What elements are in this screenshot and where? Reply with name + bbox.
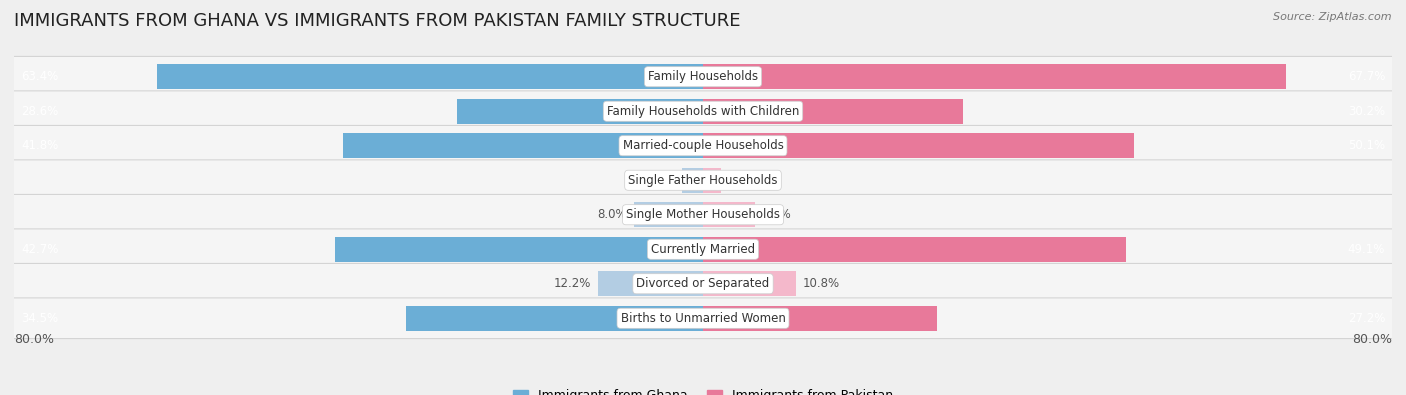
Text: Single Father Households: Single Father Households (628, 174, 778, 187)
Text: 34.5%: 34.5% (21, 312, 58, 325)
Bar (703, 99, 963, 124)
Text: Family Households: Family Households (648, 70, 758, 83)
Text: 80.0%: 80.0% (14, 333, 53, 346)
Text: 28.6%: 28.6% (21, 105, 58, 118)
FancyBboxPatch shape (8, 194, 1398, 235)
Text: 41.8%: 41.8% (21, 139, 58, 152)
Bar (703, 168, 721, 193)
Bar (157, 64, 703, 89)
FancyBboxPatch shape (8, 229, 1398, 270)
Text: Births to Unmarried Women: Births to Unmarried Women (620, 312, 786, 325)
Bar (682, 168, 703, 193)
Text: Married-couple Households: Married-couple Households (623, 139, 783, 152)
Text: 6.0%: 6.0% (762, 208, 792, 221)
Text: IMMIGRANTS FROM GHANA VS IMMIGRANTS FROM PAKISTAN FAMILY STRUCTURE: IMMIGRANTS FROM GHANA VS IMMIGRANTS FROM… (14, 12, 741, 30)
Text: Currently Married: Currently Married (651, 243, 755, 256)
Bar (406, 306, 703, 331)
Text: 63.4%: 63.4% (21, 70, 58, 83)
Text: Source: ZipAtlas.com: Source: ZipAtlas.com (1274, 12, 1392, 22)
FancyBboxPatch shape (8, 56, 1398, 97)
Legend: Immigrants from Ghana, Immigrants from Pakistan: Immigrants from Ghana, Immigrants from P… (508, 384, 898, 395)
FancyBboxPatch shape (8, 125, 1398, 166)
Bar (703, 237, 1126, 261)
Text: Single Mother Households: Single Mother Households (626, 208, 780, 221)
Text: 50.1%: 50.1% (1348, 139, 1385, 152)
Bar (598, 271, 703, 296)
Text: 8.0%: 8.0% (598, 208, 627, 221)
Bar (703, 271, 796, 296)
Bar (703, 306, 938, 331)
Bar (703, 134, 1135, 158)
Bar (457, 99, 703, 124)
Bar (703, 202, 755, 227)
Bar (703, 64, 1286, 89)
Bar (335, 237, 703, 261)
Bar (634, 202, 703, 227)
Text: 2.1%: 2.1% (728, 174, 758, 187)
Text: Divorced or Separated: Divorced or Separated (637, 277, 769, 290)
Bar (343, 134, 703, 158)
Text: 2.4%: 2.4% (645, 174, 675, 187)
Text: Family Households with Children: Family Households with Children (607, 105, 799, 118)
FancyBboxPatch shape (8, 263, 1398, 304)
Text: 30.2%: 30.2% (1348, 105, 1385, 118)
Text: 10.8%: 10.8% (803, 277, 839, 290)
Text: 27.2%: 27.2% (1348, 312, 1385, 325)
Text: 42.7%: 42.7% (21, 243, 58, 256)
Text: 49.1%: 49.1% (1348, 243, 1385, 256)
Text: 80.0%: 80.0% (1353, 333, 1392, 346)
FancyBboxPatch shape (8, 91, 1398, 132)
Text: 67.7%: 67.7% (1348, 70, 1385, 83)
Text: 12.2%: 12.2% (554, 277, 591, 290)
FancyBboxPatch shape (8, 160, 1398, 201)
FancyBboxPatch shape (8, 298, 1398, 339)
